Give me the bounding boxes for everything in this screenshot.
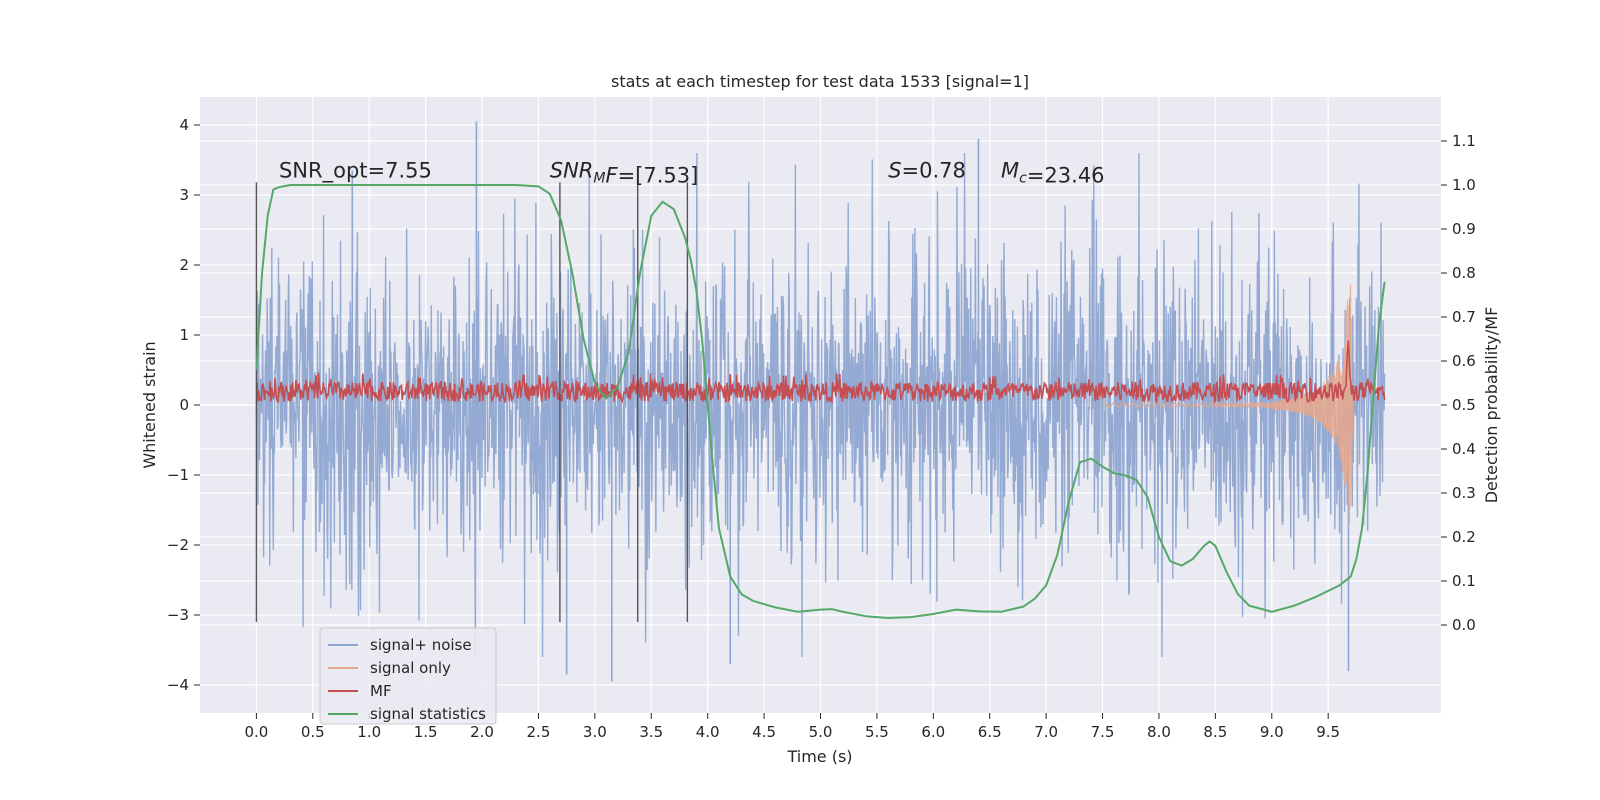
- mf-series: [255, 340, 1386, 405]
- annotation-part: F: [605, 164, 618, 188]
- y-axis-label: Whitened strain: [140, 341, 159, 468]
- y-tick-label: −2: [167, 536, 189, 554]
- chart-title: stats at each timestep for test data 153…: [611, 72, 1029, 91]
- y-tick-label: −4: [167, 676, 189, 694]
- annotation: S=0.78: [888, 159, 966, 183]
- x-tick-label: 5.0: [809, 723, 833, 741]
- legend-box: [319, 627, 497, 725]
- signal-plus-noise-line: [255, 152, 1386, 658]
- annotation-part: M: [1001, 159, 1019, 183]
- x-tick-label: 1.5: [414, 723, 438, 741]
- x-tick-label: 3.5: [639, 723, 663, 741]
- signal-only-line: [1102, 284, 1354, 523]
- y2-tick-label: 1.1: [1452, 132, 1476, 150]
- y2-tick-label: 0.2: [1452, 528, 1476, 546]
- legend-label: MF: [370, 682, 392, 700]
- y2-tick-label: 0.9: [1452, 220, 1476, 238]
- vertical-marker-lines: [255, 182, 689, 622]
- y2-tick-label: 0.8: [1452, 264, 1476, 282]
- x-tick-label: 8.0: [1147, 723, 1171, 741]
- x-axis-label: Time (s): [786, 747, 852, 766]
- x-tick-label: 5.5: [865, 723, 889, 741]
- y2-axis-ticks: 0.0 0.1 0.2 0.3 0.4 0.5 0.6 0.7 0.8 0.9 1.0 1.1: [1441, 132, 1476, 634]
- signal-only-series: [1102, 284, 1354, 523]
- annotation-part: M: [593, 171, 605, 187]
- x-tick-label: 1.0: [357, 723, 381, 741]
- annotation-part: =[7.53]: [618, 164, 699, 188]
- annotation: SNRMF=[7.53]: [550, 159, 699, 188]
- x-axis-ticks: 0.0 0.5 1.0 1.5 2.0 2.5 3.0 3.5 4.0 4.5 5.0 5.5 6.0 6…: [244, 713, 1340, 741]
- x-tick-label: 7.5: [1091, 723, 1115, 741]
- y2-tick-label: 0.6: [1452, 352, 1476, 370]
- x-tick-label: 3.0: [583, 723, 607, 741]
- y-tick-label: 2: [179, 256, 189, 274]
- mf-line: [255, 340, 1386, 405]
- x-tick-label: 4.0: [696, 723, 720, 741]
- annotations: SNR_opt=7.55 SNRMF=[7.53] S=0.78 Mc=23.46: [279, 159, 1105, 188]
- x-tick-label: 2.5: [527, 723, 551, 741]
- signal-plus-noise-series: [255, 121, 1386, 682]
- x-tick-label: 6.5: [978, 723, 1002, 741]
- annotation-part: S: [888, 159, 901, 183]
- y-tick-label: 1: [179, 326, 189, 344]
- y-tick-label: 4: [179, 116, 189, 134]
- legend-label: signal statistics: [370, 705, 486, 723]
- y-tick-label: −1: [167, 466, 189, 484]
- y2-tick-label: 1.0: [1452, 176, 1476, 194]
- y-tick-label: 0: [179, 396, 189, 414]
- x-tick-label: 6.0: [921, 723, 945, 741]
- x-tick-label: 0.0: [244, 723, 268, 741]
- x-tick-label: 0.5: [301, 723, 325, 741]
- x-tick-label: 8.5: [1203, 723, 1227, 741]
- signal-statistics-series: [255, 184, 1386, 619]
- y2-tick-label: 0.3: [1452, 484, 1476, 502]
- signal-statistics-line: [255, 184, 1386, 619]
- y2-tick-label: 0.0: [1452, 616, 1476, 634]
- y-axis-ticks: −4 −3 −2 −1 0 1 2 3 4: [167, 116, 200, 694]
- y-tick-label: 3: [179, 186, 189, 204]
- x-tick-label: 9.5: [1316, 723, 1340, 741]
- annotation-part: SNR: [550, 159, 594, 183]
- legend-label: signal+ noise: [370, 636, 472, 654]
- annotation: SNR_opt=7.55: [279, 159, 432, 184]
- y2-tick-label: 0.5: [1452, 396, 1476, 414]
- legend-label: signal only: [370, 659, 451, 677]
- y2-axis-label: Detection probability/MF: [1482, 307, 1501, 504]
- annotation-part: =0.78: [902, 159, 966, 183]
- x-tick-label: 7.0: [1034, 723, 1058, 741]
- annotation-part: c: [1019, 171, 1027, 187]
- x-tick-label: 2.0: [470, 723, 494, 741]
- annotation: Mc=23.46: [1001, 159, 1105, 188]
- annotation-part: SNR_opt=7.55: [279, 159, 432, 184]
- x-tick-label: 4.5: [752, 723, 776, 741]
- x-tick-label: 9.0: [1260, 723, 1284, 741]
- y2-tick-label: 0.7: [1452, 308, 1476, 326]
- y-tick-label: −3: [167, 606, 189, 624]
- y2-tick-label: 0.4: [1452, 440, 1476, 458]
- y2-tick-label: 0.1: [1452, 572, 1476, 590]
- annotation-part: =23.46: [1027, 164, 1105, 188]
- legend: signal+ noise signal only MF signal statist…: [319, 627, 497, 725]
